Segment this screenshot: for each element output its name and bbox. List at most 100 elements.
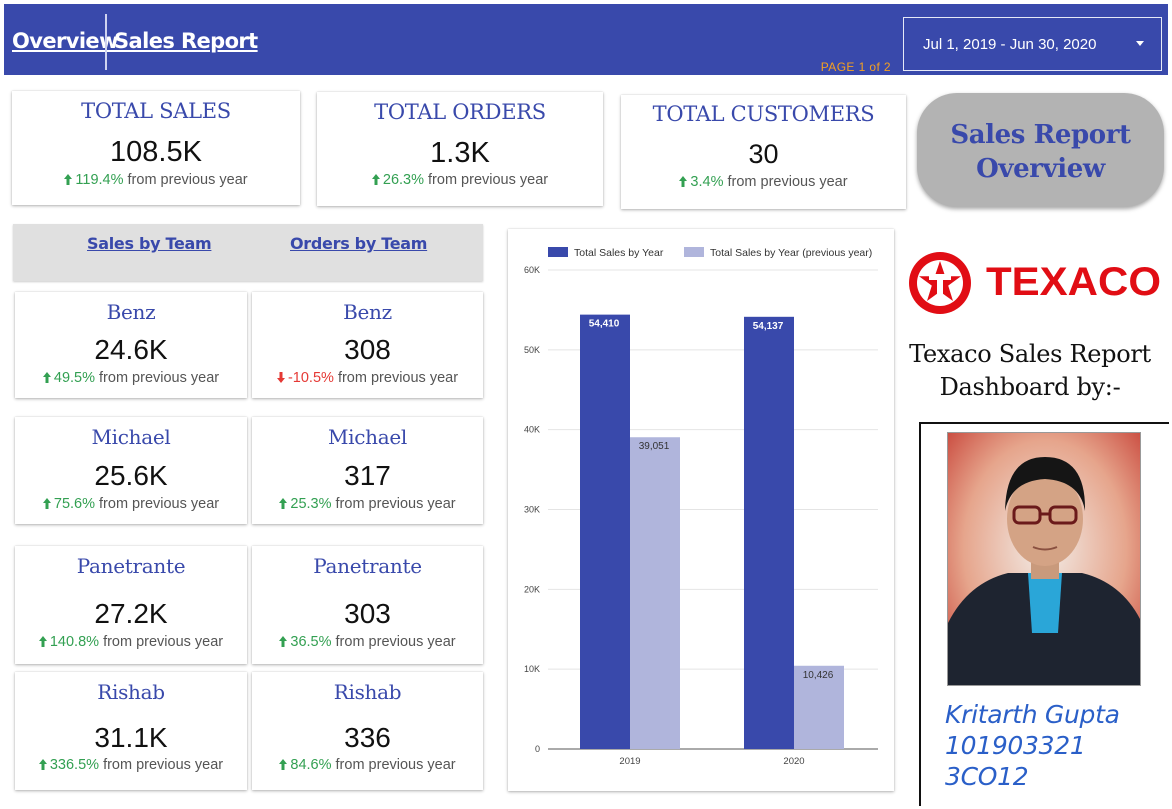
y-tick-label: 50K [524, 345, 540, 355]
sales-report-overview-button[interactable]: Sales Report Overview [917, 93, 1164, 207]
texaco-wordmark: TEXACO [986, 260, 1162, 304]
team-orders-value: 303 [344, 598, 391, 629]
team-tabs-bar: Sales by Team Orders by Team [13, 224, 483, 281]
delta-percent: 119.4% [75, 172, 124, 188]
team-sales-card: Panetrante 27.2K 140.8% from previous ye… [15, 546, 247, 664]
data-label: 54,410 [589, 319, 620, 330]
author-frame [919, 422, 1169, 806]
legend-label: Total Sales by Year (previous year) [710, 247, 872, 259]
y-tick-label: 10K [524, 664, 540, 674]
kpi-card-total-orders: TOTAL ORDERS 1.3K 26.3% from previous ye… [317, 92, 603, 206]
delta-suffix: from previous year [335, 496, 456, 512]
team-orders-delta: 36.5% from previous year [252, 634, 483, 650]
arrow-up-icon [64, 174, 73, 185]
nav-overview-link[interactable]: Overview [12, 29, 118, 53]
delta-percent: 26.3% [382, 172, 424, 188]
team-name: Rishab [97, 680, 165, 704]
team-name: Michael [91, 425, 171, 449]
nav-divider [105, 14, 107, 70]
author-roll-number: 101903321 [945, 731, 1086, 760]
dashboard-caption: Texaco Sales Report Dashboard by:- [905, 338, 1155, 404]
team-orders-value: 308 [344, 334, 391, 365]
kpi-title: TOTAL CUSTOMERS [652, 102, 875, 126]
delta-suffix: from previous year [99, 496, 220, 512]
caption-line1: Texaco Sales Report [909, 340, 1151, 368]
kpi-card-total-customers: TOTAL CUSTOMERS 30 3.4% from previous ye… [621, 95, 906, 209]
team-orders-card: Michael 317 25.3% from previous year [252, 417, 483, 524]
bar [744, 316, 794, 749]
caption-line2: Dashboard by:- [939, 373, 1121, 401]
delta-suffix: from previous year [127, 172, 248, 188]
tab-sales-by-team[interactable]: Sales by Team [87, 234, 212, 253]
author-photo [947, 432, 1141, 686]
team-name: Rishab [333, 680, 402, 704]
page-indicator: PAGE 1 of 2 [820, 60, 891, 74]
arrow-up-icon [679, 176, 688, 187]
team-sales-value: 31.1K [94, 722, 168, 753]
arrow-up-icon [279, 636, 288, 647]
chart-canvas: 0 10K 20K 30K 40K 50K 60K Total Sales by Year To… [524, 247, 878, 767]
delta-percent: 36.5% [290, 634, 332, 650]
arrow-up-icon [371, 174, 380, 185]
kpi-value: 1.3K [430, 137, 490, 169]
data-label: 10,426 [803, 670, 834, 681]
arrow-up-icon [38, 759, 47, 770]
team-orders-value: 317 [344, 460, 391, 491]
x-tick-label: 2019 [619, 756, 640, 767]
delta-suffix: from previous year [99, 370, 220, 386]
overview-button-line1: Sales Report [950, 120, 1131, 150]
team-sales-delta: 140.8% from previous year [15, 634, 247, 650]
delta-percent: 3.4% [690, 174, 724, 190]
bar [630, 437, 680, 749]
delta-percent: 25.3% [290, 496, 332, 512]
arrow-up-icon [279, 498, 288, 509]
team-sales-delta: 75.6% from previous year [15, 496, 247, 512]
team-orders-card: Panetrante 303 36.5% from previous year [252, 546, 483, 664]
kpi-title: TOTAL SALES [81, 99, 231, 123]
texaco-star-icon [909, 252, 971, 314]
team-name: Panetrante [76, 554, 186, 578]
header-bar: Overview Sales Report PAGE 1 of 2 [4, 4, 1168, 75]
legend-swatch [684, 247, 704, 257]
arrow-up-icon [42, 498, 51, 509]
tab-orders-by-team[interactable]: Orders by Team [290, 234, 428, 253]
data-label: 54,137 [753, 321, 784, 332]
kpi-value: 108.5K [110, 136, 202, 168]
kpi-delta: 119.4% from previous year [12, 172, 300, 188]
delta-percent: 75.6% [53, 496, 95, 512]
arrow-up-icon [42, 372, 51, 383]
team-sales-card: Rishab 31.1K 336.5% from previous year [15, 672, 247, 790]
author-name: Kritarth Gupta [945, 700, 1120, 729]
team-name: Panetrante [313, 554, 422, 578]
arrow-up-icon [38, 636, 47, 647]
date-range-value: Jul 1, 2019 - Jun 30, 2020 [923, 36, 1097, 53]
y-tick-label: 40K [524, 425, 540, 435]
arrow-up-icon [279, 759, 288, 770]
legend-swatch [548, 247, 568, 257]
delta-suffix: from previous year [103, 634, 224, 650]
kpi-delta: 3.4% from previous year [621, 174, 906, 190]
delta-suffix: from previous year [428, 172, 549, 188]
team-orders-delta: -10.5% from previous year [252, 370, 483, 386]
team-orders-card: Benz 308 -10.5% from previous year [252, 292, 483, 398]
y-tick-label: 0 [535, 744, 540, 754]
team-orders-delta: 84.6% from previous year [252, 757, 483, 773]
delta-suffix: from previous year [727, 174, 848, 190]
y-tick-label: 30K [524, 505, 540, 515]
team-orders-value: 336 [344, 722, 391, 753]
author-group: 3CO12 [945, 762, 1029, 791]
texaco-logo: TEXACO [906, 250, 1161, 320]
legend-label: Total Sales by Year [574, 247, 664, 259]
dropdown-caret-icon [1136, 41, 1144, 46]
delta-suffix: from previous year [337, 370, 459, 386]
y-tick-label: 60K [524, 265, 540, 275]
delta-percent: 49.5% [53, 370, 95, 386]
author-portrait-image [948, 433, 1140, 685]
bar [794, 665, 844, 749]
team-sales-value: 27.2K [94, 598, 168, 629]
delta-suffix: from previous year [335, 634, 456, 650]
delta-percent: 140.8% [49, 634, 100, 650]
date-range-selector[interactable]: Jul 1, 2019 - Jun 30, 2020 [903, 17, 1162, 71]
nav-sales-report-link[interactable]: Sales Report [114, 29, 258, 53]
arrow-down-icon [276, 372, 285, 383]
